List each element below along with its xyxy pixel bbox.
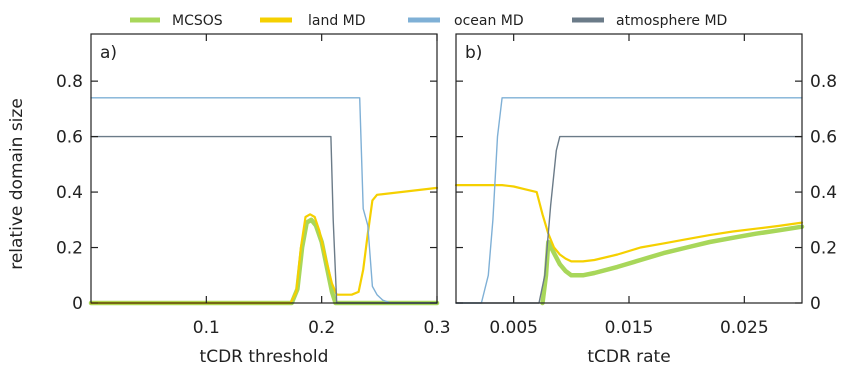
legend-label-mcsos: MCSOS — [172, 13, 223, 29]
panel-a: a) tCDR threshold 0.1 0.2 0.3 0 0.2 0.4 0.6 0.8 — [56, 33, 451, 366]
x-tick-label-b-2: 0.025 — [720, 318, 769, 338]
x-tick-label-a-0: 0.1 — [193, 318, 220, 338]
x-tick-label-a-2: 0.3 — [423, 318, 450, 338]
series-ocean-md-b — [455, 97, 803, 304]
series-land-md-b — [454, 184, 804, 263]
panel-b: b) tCDR rate 0.005 0.015 0.025 0 0.2 0.4 0.6 0.… — [454, 33, 837, 366]
y-axis-label: relative domain size — [7, 98, 27, 270]
y-tick-label-b-0: 0 — [810, 294, 821, 314]
y-tick-label-a-2: 0.4 — [56, 183, 83, 203]
y-tick-label-b-4: 0.8 — [810, 72, 837, 92]
x-tick-label-b-1: 0.015 — [605, 318, 654, 338]
legend-label-land: land MD — [308, 13, 366, 29]
legend-label-ocean: ocean MD — [454, 13, 524, 29]
series-atmosphere-md-a — [90, 135, 438, 304]
panel-a-label: a) — [100, 43, 117, 63]
y-tick-label-a-3: 0.6 — [56, 128, 83, 148]
panel-a-frame — [90, 33, 438, 304]
y-tick-label-b-2: 0.4 — [810, 183, 837, 203]
panel-b-label: b) — [465, 43, 482, 63]
series-land-md-a — [89, 186, 439, 305]
y-tick-label-a-0: 0 — [72, 294, 83, 314]
panel-a-x-axis-label: tCDR threshold — [200, 347, 329, 366]
y-tick-label-a-1: 0.2 — [56, 239, 83, 259]
series-mcsos-b — [540, 224, 805, 306]
legend: MCSOS land MD ocean MD atmosphere MD — [130, 13, 727, 29]
series-ocean-md-a — [90, 97, 438, 304]
series-mcsos-a — [88, 217, 440, 306]
y-tick-label-a-4: 0.8 — [56, 72, 83, 92]
y-tick-label-b-1: 0.2 — [810, 239, 837, 259]
series-atmosphere-md-b — [455, 135, 803, 304]
y-tick-label-b-3: 0.6 — [810, 128, 837, 148]
x-tick-label-b-0: 0.005 — [489, 318, 538, 338]
legend-label-atmosphere: atmosphere MD — [616, 13, 727, 29]
x-tick-label-a-1: 0.2 — [308, 318, 335, 338]
panel-b-x-axis-label: tCDR rate — [587, 347, 670, 366]
